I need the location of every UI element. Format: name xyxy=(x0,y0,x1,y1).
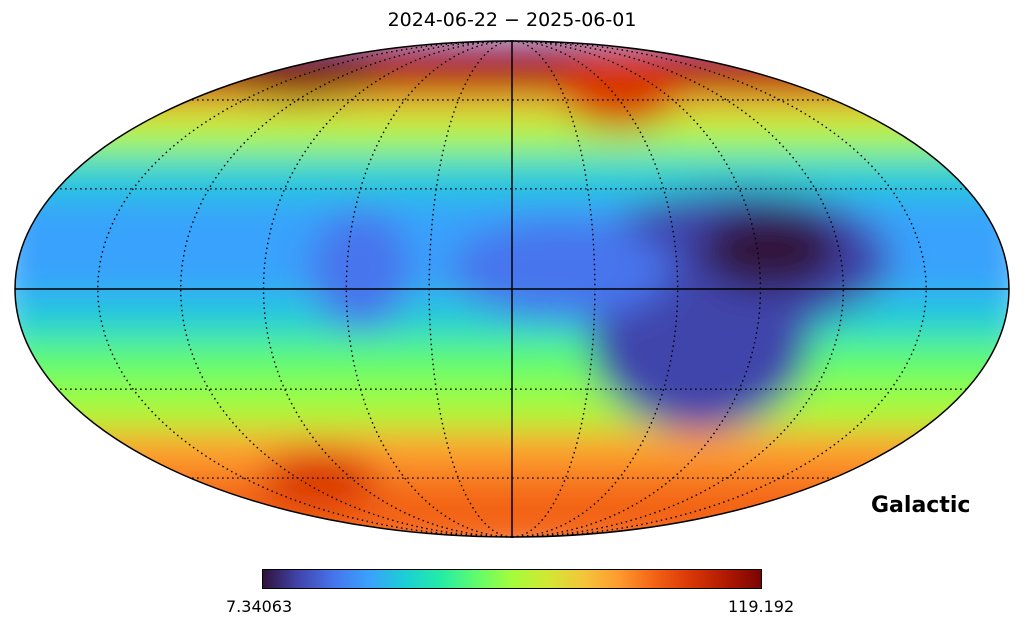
coordinate-frame-label: Galactic xyxy=(871,493,971,518)
map-title: 2024-06-22 − 2025-06-01 xyxy=(387,9,637,31)
map-outline xyxy=(14,40,1010,538)
meridian-line xyxy=(262,40,513,538)
meridian-line xyxy=(179,40,513,538)
meridian-line xyxy=(428,40,513,538)
graticule xyxy=(15,40,1009,538)
colorbar-max-label: 119.192 xyxy=(728,597,795,616)
meridian-line xyxy=(511,40,762,538)
meridian-line xyxy=(511,40,845,538)
colorbar-min-label: 7.34063 xyxy=(226,597,293,616)
colorbar xyxy=(262,569,762,589)
meridian-line xyxy=(511,40,596,538)
